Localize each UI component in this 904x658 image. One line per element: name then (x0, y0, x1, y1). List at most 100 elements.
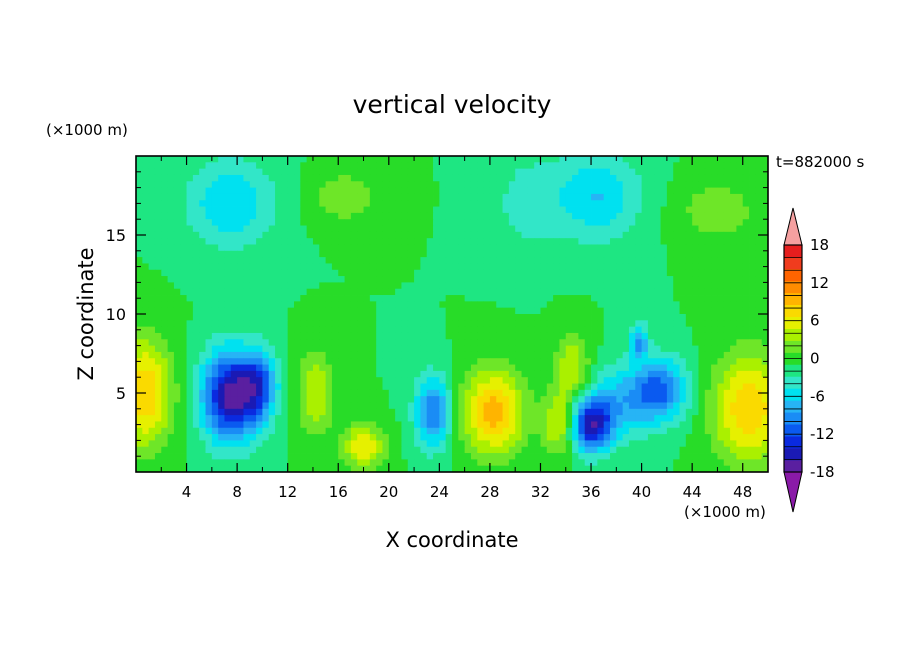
field-cell (565, 231, 573, 239)
field-cell (256, 187, 263, 195)
field-cell (395, 307, 402, 315)
field-cell (470, 358, 478, 365)
field-cell (275, 181, 282, 188)
field-cell (407, 168, 415, 176)
field-cell (698, 276, 706, 283)
field-cell (749, 257, 756, 264)
field-cell (458, 288, 466, 296)
field-cell (148, 200, 156, 207)
field-cell (660, 415, 668, 422)
field-cell (142, 415, 150, 422)
field-cell (218, 181, 225, 188)
field-cell (673, 307, 680, 315)
field-cell (363, 465, 371, 472)
field-cell (698, 282, 706, 290)
field-cell (698, 377, 706, 384)
field-cell (211, 187, 219, 195)
field-cell (723, 408, 731, 416)
field-cell (186, 370, 194, 378)
field-cell (401, 187, 409, 195)
field-cell (698, 339, 706, 346)
field-cell (281, 187, 289, 195)
field-cell (704, 396, 712, 403)
field-cell (268, 446, 276, 454)
field-cell (167, 434, 175, 441)
field-cell (218, 212, 225, 220)
field-cell (698, 389, 706, 397)
field-cell (363, 238, 371, 245)
field-cell (136, 187, 143, 195)
field-cell (306, 225, 314, 233)
field-cell (647, 339, 655, 346)
field-cell (167, 383, 175, 391)
field-cell (154, 370, 162, 378)
field-cell (591, 193, 598, 201)
field-cell (192, 168, 200, 176)
field-cell (439, 200, 447, 207)
field-cell (540, 174, 548, 182)
field-cell (761, 244, 768, 252)
field-cell (489, 238, 497, 245)
field-cell (300, 162, 308, 170)
field-cell (237, 364, 244, 372)
field-cell (262, 364, 270, 372)
field-cell (426, 396, 434, 403)
field-cell (635, 301, 642, 309)
field-cell (331, 181, 339, 188)
field-cell (628, 314, 636, 321)
field-cell (572, 434, 579, 441)
field-cell (142, 402, 150, 410)
field-cell (445, 219, 453, 226)
field-cell (755, 415, 763, 422)
field-cell (167, 415, 175, 422)
field-cell (224, 225, 232, 233)
field-cell (483, 358, 491, 365)
field-cell (591, 358, 598, 365)
field-cell (610, 257, 617, 264)
field-cell (452, 427, 459, 435)
field-cell (647, 301, 655, 309)
field-cell (433, 225, 440, 233)
field-cell (679, 282, 687, 290)
field-cell (628, 282, 636, 290)
field-cell (180, 446, 187, 454)
field-cell (218, 314, 225, 321)
field-cell (527, 282, 535, 290)
field-cell (742, 364, 750, 372)
field-cell (553, 282, 560, 290)
field-cell (173, 320, 181, 328)
field-cell (300, 288, 308, 296)
field-cell (173, 339, 181, 346)
field-cell (407, 326, 415, 334)
field-cell (458, 332, 466, 340)
field-cell (262, 345, 270, 353)
field-cell (711, 168, 718, 176)
field-cell (572, 181, 579, 188)
field-cell (180, 434, 187, 441)
field-cell (401, 295, 409, 302)
field-cell (458, 174, 466, 182)
field-cell (199, 351, 206, 359)
field-cell (230, 434, 238, 441)
field-cell (477, 459, 484, 467)
field-cell (521, 339, 529, 346)
field-cell (527, 459, 535, 467)
field-cell (730, 257, 737, 264)
field-cell (148, 263, 156, 271)
field-cell (173, 225, 181, 233)
field-cell (154, 162, 162, 170)
field-cell (287, 162, 295, 170)
field-cell (610, 453, 617, 460)
field-cell (540, 257, 548, 264)
field-cell (489, 257, 497, 264)
field-cell (723, 231, 731, 239)
field-cell (679, 320, 687, 328)
field-cell (167, 440, 175, 448)
field-cell (698, 314, 706, 321)
field-cell (136, 434, 143, 441)
field-cell (603, 396, 611, 403)
field-cell (527, 257, 535, 264)
field-cell (439, 244, 447, 252)
field-cell (420, 421, 428, 429)
field-cell (376, 263, 383, 271)
